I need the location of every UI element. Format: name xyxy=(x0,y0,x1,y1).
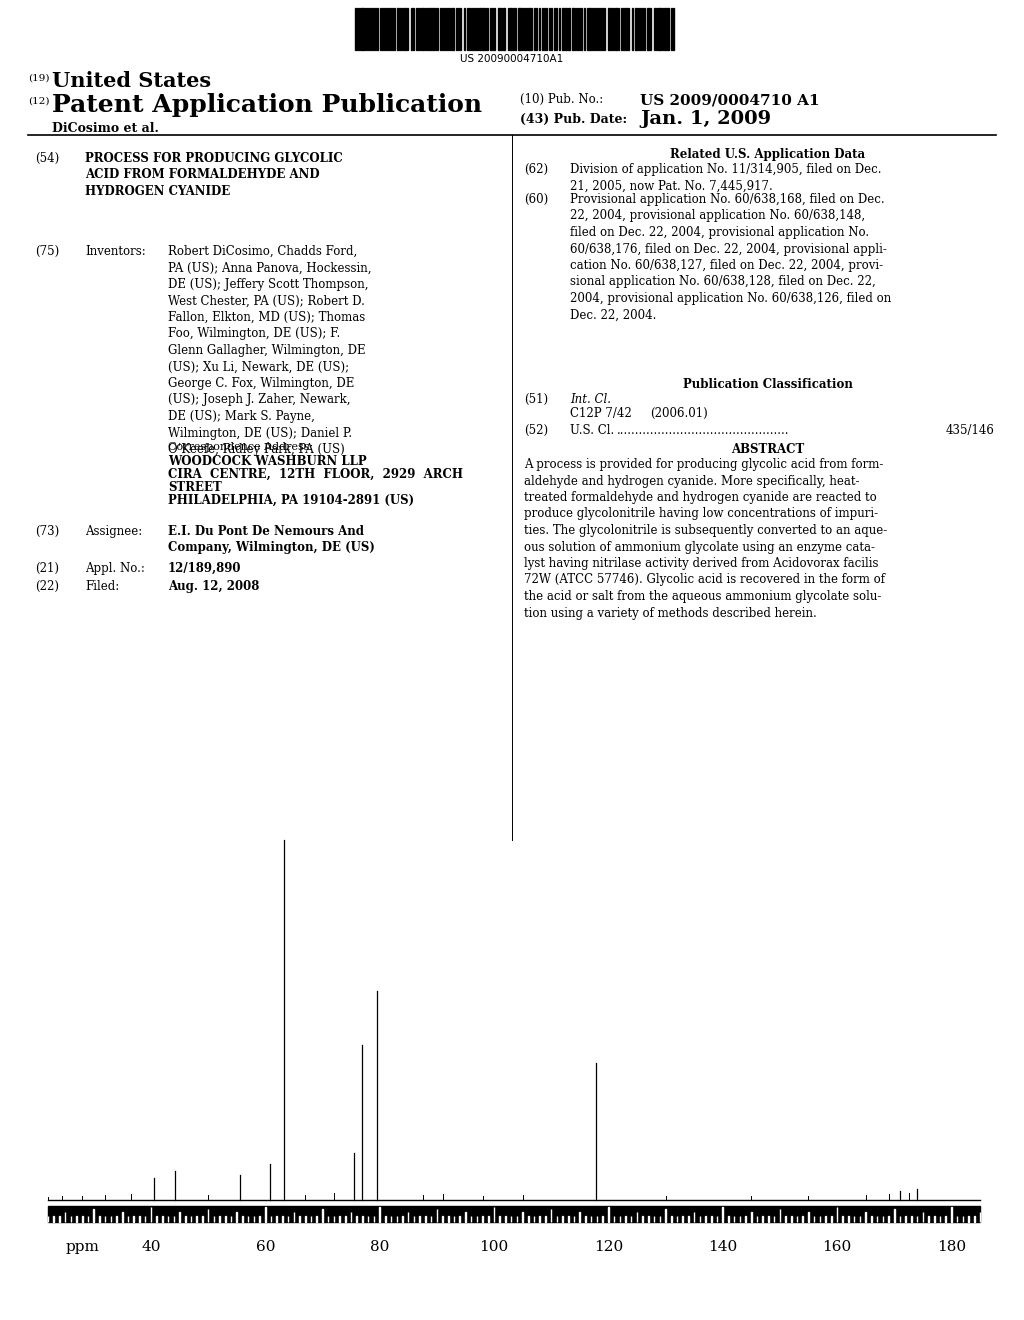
Text: ppm: ppm xyxy=(66,1239,100,1254)
Bar xyxy=(518,8,521,50)
Text: Correspondence Address:: Correspondence Address: xyxy=(168,442,313,451)
Text: Jan. 1, 2009: Jan. 1, 2009 xyxy=(640,110,771,128)
Text: 435/146: 435/146 xyxy=(945,424,994,437)
Text: WOODCOCK WASHBURN LLP: WOODCOCK WASHBURN LLP xyxy=(168,455,367,469)
Text: (12): (12) xyxy=(28,96,49,106)
Text: PHILADELPHIA, PA 19104-2891 (US): PHILADELPHIA, PA 19104-2891 (US) xyxy=(168,494,414,507)
Bar xyxy=(667,8,669,50)
Text: Division of application No. 11/314,905, filed on Dec.
21, 2005, now Pat. No. 7,4: Division of application No. 11/314,905, … xyxy=(570,162,882,193)
Text: 40: 40 xyxy=(141,1239,161,1254)
Text: Publication Classification: Publication Classification xyxy=(683,378,853,391)
Text: (75): (75) xyxy=(35,246,59,257)
Text: Int. Cl.: Int. Cl. xyxy=(570,393,611,407)
Bar xyxy=(482,8,484,50)
Bar xyxy=(397,8,399,50)
Text: STREET: STREET xyxy=(168,480,222,494)
Bar xyxy=(562,8,564,50)
Text: (51): (51) xyxy=(524,393,548,407)
Bar xyxy=(572,8,574,50)
Bar xyxy=(664,8,666,50)
Text: 160: 160 xyxy=(822,1239,852,1254)
Text: United States: United States xyxy=(52,71,211,91)
Text: Patent Application Publication: Patent Application Publication xyxy=(52,92,482,117)
Bar xyxy=(503,8,505,50)
Text: E.I. Du Pont De Nemours And
Company, Wilmington, DE (US): E.I. Du Pont De Nemours And Company, Wil… xyxy=(168,525,375,554)
Text: A process is provided for producing glycolic acid from form-
aldehyde and hydrog: A process is provided for producing glyc… xyxy=(524,458,887,619)
Text: ABSTRACT: ABSTRACT xyxy=(731,444,805,455)
Text: 80: 80 xyxy=(370,1239,389,1254)
Bar xyxy=(615,8,617,50)
Bar xyxy=(404,8,406,50)
Text: (43) Pub. Date:: (43) Pub. Date: xyxy=(520,114,627,125)
Text: (22): (22) xyxy=(35,579,59,593)
Text: (52): (52) xyxy=(524,424,548,437)
Text: PROCESS FOR PRODUCING GLYCOLIC
ACID FROM FORMALDEHYDE AND
HYDROGEN CYANIDE: PROCESS FOR PRODUCING GLYCOLIC ACID FROM… xyxy=(85,152,343,198)
Text: (60): (60) xyxy=(524,193,548,206)
Bar xyxy=(568,8,570,50)
Text: Assignee:: Assignee: xyxy=(85,525,142,539)
Text: Filed:: Filed: xyxy=(85,579,119,593)
Text: Robert DiCosimo, Chadds Ford,
PA (US); Anna Panova, Hockessin,
DE (US); Jeffery : Robert DiCosimo, Chadds Ford, PA (US); A… xyxy=(168,246,372,455)
Text: 140: 140 xyxy=(708,1239,737,1254)
Text: Provisional application No. 60/638,168, filed on Dec.
22, 2004, provisional appl: Provisional application No. 60/638,168, … xyxy=(570,193,891,322)
Bar xyxy=(422,8,424,50)
Bar xyxy=(432,8,434,50)
Bar xyxy=(658,8,662,50)
Bar xyxy=(635,8,637,50)
Text: (10) Pub. No.:: (10) Pub. No.: xyxy=(520,92,603,106)
Text: DiCosimo et al.: DiCosimo et al. xyxy=(52,121,159,135)
Bar xyxy=(589,8,591,50)
Bar xyxy=(608,8,610,50)
Text: (19): (19) xyxy=(28,74,49,83)
Bar xyxy=(510,8,512,50)
Text: 12/189,890: 12/189,890 xyxy=(168,562,242,576)
Text: 180: 180 xyxy=(937,1239,966,1254)
Text: US 2009/0004710 A1: US 2009/0004710 A1 xyxy=(640,92,819,107)
Bar xyxy=(498,8,500,50)
Text: US 20090004710A1: US 20090004710A1 xyxy=(461,54,563,63)
Bar xyxy=(647,8,649,50)
Text: (73): (73) xyxy=(35,525,59,539)
Text: (62): (62) xyxy=(524,162,548,176)
Bar xyxy=(565,8,567,50)
Text: Inventors:: Inventors: xyxy=(85,246,145,257)
Text: 120: 120 xyxy=(594,1239,623,1254)
Text: (21): (21) xyxy=(35,562,59,576)
Text: C12P 7/42: C12P 7/42 xyxy=(570,407,632,420)
Text: U.S. Cl.: U.S. Cl. xyxy=(570,424,614,437)
Text: 100: 100 xyxy=(479,1239,509,1254)
Text: CIRA  CENTRE,  12TH  FLOOR,  2929  ARCH: CIRA CENTRE, 12TH FLOOR, 2929 ARCH xyxy=(168,469,463,480)
Text: Aug. 12, 2008: Aug. 12, 2008 xyxy=(168,579,259,593)
Bar xyxy=(429,8,431,50)
Bar xyxy=(48,1206,980,1222)
Bar xyxy=(625,8,627,50)
Text: Appl. No.:: Appl. No.: xyxy=(85,562,144,576)
Text: 60: 60 xyxy=(256,1239,275,1254)
Text: (2006.01): (2006.01) xyxy=(650,407,708,420)
Bar xyxy=(361,8,364,50)
Text: ..............................................: ........................................… xyxy=(617,424,790,437)
Bar xyxy=(528,8,530,50)
Bar xyxy=(452,8,454,50)
Text: (54): (54) xyxy=(35,152,59,165)
Text: Related U.S. Application Data: Related U.S. Application Data xyxy=(671,148,865,161)
Bar xyxy=(479,8,481,50)
